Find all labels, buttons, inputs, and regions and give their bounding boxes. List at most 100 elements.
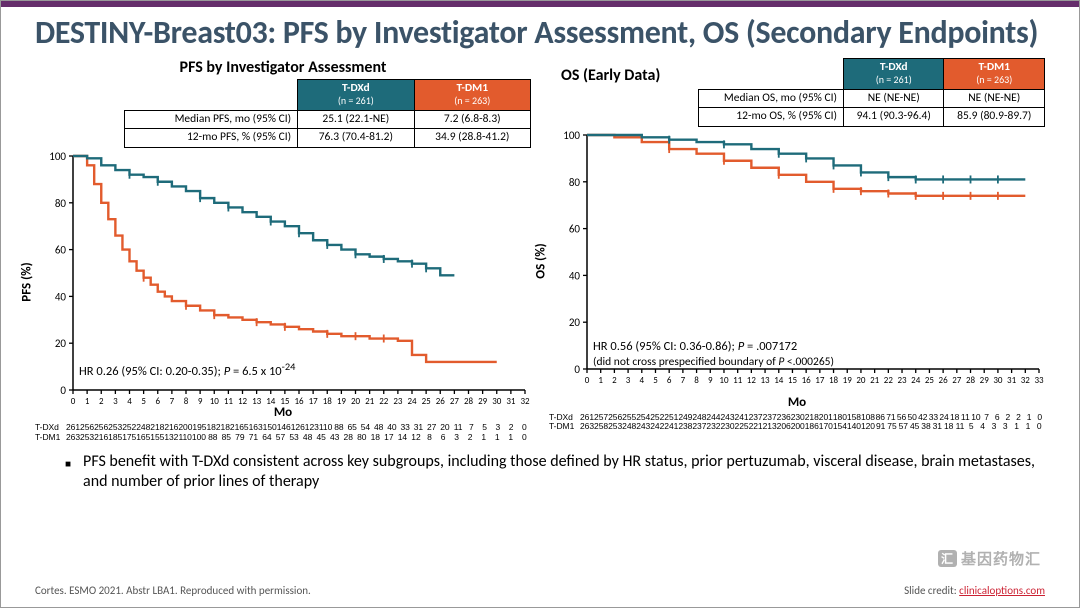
svg-text:18: 18 <box>829 375 839 386</box>
footer-citation: Cortes. ESMO 2021. Abstr LBA1. Reproduce… <box>35 584 311 597</box>
svg-text:27: 27 <box>952 375 962 386</box>
svg-text:20: 20 <box>856 375 866 386</box>
footer-credit: Slide credit: clinicaloptions.com <box>904 584 1045 597</box>
svg-text:9: 9 <box>198 396 203 407</box>
pfs-ylabel: PFS (%) <box>20 262 35 301</box>
svg-text:2: 2 <box>612 375 617 386</box>
svg-text:15: 15 <box>788 375 798 386</box>
svg-text:4: 4 <box>640 375 645 386</box>
svg-text:26: 26 <box>939 375 949 386</box>
svg-text:25: 25 <box>422 396 432 407</box>
svg-text:9: 9 <box>708 375 713 386</box>
svg-text:11: 11 <box>733 375 743 386</box>
charts-row: PFS by Investigator Assessment T-DXd(n =… <box>35 58 1045 443</box>
svg-text:23: 23 <box>393 396 403 407</box>
svg-text:10: 10 <box>719 375 729 386</box>
svg-text:2: 2 <box>99 396 104 407</box>
pfs-panel-title: PFS by Investigator Assessment <box>35 58 531 77</box>
slide-title: DESTINY-Breast03: PFS by Investigator As… <box>35 15 1045 52</box>
svg-text:0: 0 <box>574 363 580 376</box>
svg-text:21: 21 <box>870 375 880 386</box>
svg-text:3: 3 <box>626 375 631 386</box>
svg-text:19: 19 <box>843 375 853 386</box>
os-th-tdm1: T-DM1(n = 263) <box>944 58 1045 89</box>
svg-text:32: 32 <box>520 396 530 407</box>
os-th-tdxd: T-DXd(n = 261) <box>844 58 944 89</box>
footer-link[interactable]: clinicaloptions.com <box>959 584 1045 597</box>
footer: Cortes. ESMO 2021. Abstr LBA1. Reproduce… <box>35 584 1045 597</box>
os-row2-a: 94.1 (90.3-96.4) <box>844 108 944 126</box>
os-risk-table: T-DXd26125725625525425225124924824424324… <box>549 413 1045 433</box>
pfs-row1-label: Median PFS, mo (95% CI) <box>125 111 298 129</box>
svg-text:29: 29 <box>478 396 488 407</box>
svg-text:31: 31 <box>1007 375 1017 386</box>
watermark-icon: 汇 <box>938 550 957 567</box>
svg-text:22: 22 <box>884 375 894 386</box>
svg-text:16: 16 <box>802 375 812 386</box>
os-legend-table: T-DXd(n = 261) T-DM1(n = 263) Median OS,… <box>698 58 1045 127</box>
os-row2-label: 12-mo OS, % (95% CI) <box>698 108 843 126</box>
svg-text:60: 60 <box>55 243 67 256</box>
svg-text:24: 24 <box>407 396 417 407</box>
svg-text:0: 0 <box>60 384 66 397</box>
svg-text:25: 25 <box>925 375 935 386</box>
os-row1-label: Median OS, mo (95% CI) <box>698 90 843 108</box>
bullet-text: PFS benefit with T-DXd consistent across… <box>83 452 1045 492</box>
pfs-row2-a: 76.3 (70.4-81.2) <box>298 129 414 147</box>
svg-text:17: 17 <box>815 375 825 386</box>
watermark: 汇 基因药物汇 <box>938 548 1041 569</box>
bullet-icon: ■ <box>65 458 71 492</box>
os-row1-a: NE (NE-NE) <box>844 90 944 108</box>
svg-text:4: 4 <box>127 396 132 407</box>
svg-text:12: 12 <box>238 396 248 407</box>
pfs-legend-table: T-DXd(n = 261) T-DM1(n = 263) Median PFS… <box>124 79 531 148</box>
svg-text:17: 17 <box>309 396 319 407</box>
svg-text:100: 100 <box>563 131 580 142</box>
svg-text:31: 31 <box>506 396 516 407</box>
top-accent-bar <box>1 1 1079 7</box>
svg-text:3: 3 <box>113 396 118 407</box>
os-row2-b: 85.9 (80.9-89.7) <box>944 108 1045 126</box>
svg-text:12: 12 <box>747 375 757 386</box>
svg-text:23: 23 <box>897 375 907 386</box>
svg-text:6: 6 <box>667 375 672 386</box>
svg-text:5: 5 <box>141 396 146 407</box>
pfs-row1-a: 25.1 (22.1-NE) <box>298 111 414 129</box>
watermark-text: 基因药物汇 <box>961 548 1041 569</box>
svg-text:13: 13 <box>252 396 262 407</box>
svg-text:20: 20 <box>351 396 361 407</box>
svg-text:40: 40 <box>569 269 581 282</box>
svg-text:8: 8 <box>184 396 189 407</box>
pfs-th-tdxd: T-DXd(n = 261) <box>298 79 414 110</box>
pfs-row2-b: 34.9 (28.8-41.2) <box>414 129 530 147</box>
os-hr-note: HR 0.56 (95% CI: 0.36-0.86); P = .007172… <box>593 339 1045 369</box>
svg-text:18: 18 <box>323 396 333 407</box>
svg-text:5: 5 <box>653 375 658 386</box>
svg-text:21: 21 <box>365 396 375 407</box>
svg-text:14: 14 <box>266 396 276 407</box>
pfs-th-tdm1: T-DM1(n = 263) <box>414 79 530 110</box>
os-xlabel: Mo <box>549 395 1045 410</box>
svg-text:100: 100 <box>49 152 66 163</box>
svg-text:11: 11 <box>224 396 234 407</box>
svg-text:0: 0 <box>585 375 590 386</box>
svg-text:14: 14 <box>774 375 784 386</box>
svg-text:20: 20 <box>55 337 67 350</box>
svg-text:80: 80 <box>55 196 67 209</box>
svg-text:10: 10 <box>210 396 220 407</box>
svg-text:7: 7 <box>681 375 686 386</box>
bullet-point: ■ PFS benefit with T-DXd consistent acro… <box>65 452 1045 492</box>
svg-text:28: 28 <box>966 375 976 386</box>
os-ylabel: OS (%) <box>534 243 549 278</box>
svg-text:27: 27 <box>450 396 460 407</box>
os-row1-b: NE (NE-NE) <box>944 90 1045 108</box>
pfs-row1-b: 7.2 (6.8-8.3) <box>414 111 530 129</box>
os-panel-title: OS (Early Data) <box>549 66 698 85</box>
pfs-panel: PFS by Investigator Assessment T-DXd(n =… <box>35 58 531 443</box>
svg-text:6: 6 <box>155 396 160 407</box>
svg-text:29: 29 <box>980 375 990 386</box>
svg-text:19: 19 <box>337 396 347 407</box>
slide: DESTINY-Breast03: PFS by Investigator As… <box>0 0 1080 608</box>
svg-text:1: 1 <box>85 396 90 407</box>
svg-text:30: 30 <box>492 396 502 407</box>
